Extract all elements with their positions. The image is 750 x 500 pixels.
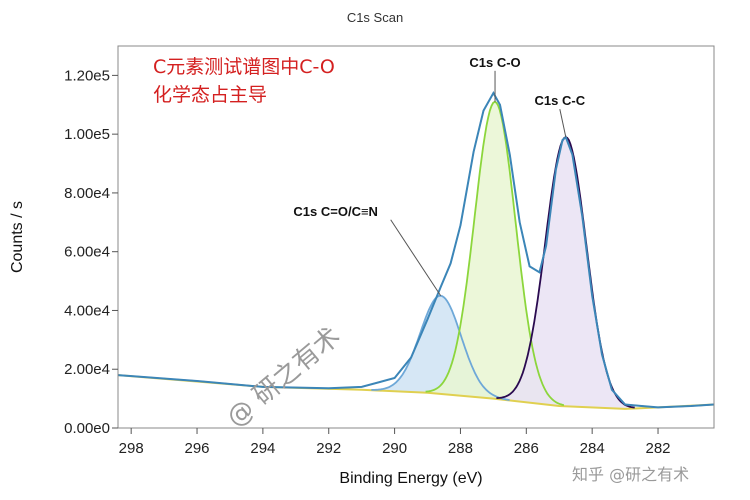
y-tick-label: 0.00e0 <box>64 420 110 437</box>
envelope-line <box>117 90 715 409</box>
series-lines <box>117 90 715 410</box>
y-tick-label: 6.00e4 <box>64 244 110 261</box>
y-tick-label: 4.00e4 <box>64 302 110 319</box>
annotation-line-1: C元素测试谱图中C-O <box>153 56 335 78</box>
peak-fills <box>371 101 635 409</box>
x-tick-label: 282 <box>646 440 671 457</box>
x-tick-label: 292 <box>316 440 341 457</box>
x-axis-title: Binding Energy (eV) <box>339 470 482 487</box>
peak-label: C1s C=O/C≡N <box>293 204 378 219</box>
peak-leader-line <box>559 108 567 138</box>
y-axis-ticks: 0.00e0 2.00e4 4.00e4 6.00e4 8.00e4 1.00e5 1.20… <box>64 67 118 437</box>
x-tick-label: 288 <box>448 440 473 457</box>
watermark-footer: 知乎 @研之有术 <box>572 465 689 484</box>
plot-frame <box>117 45 715 429</box>
annotation-line-2: 化学态占主导 <box>153 84 267 106</box>
x-tick-label: 294 <box>250 440 275 457</box>
x-axis-ticks: 298 296 294 292 290 288 286 284 282 <box>119 428 671 457</box>
peak-label: C1s C-O <box>469 55 520 70</box>
peak-labels: C1s C=O/C≡N C1s C-O C1s C-C <box>293 55 586 297</box>
x-tick-label: 298 <box>119 440 144 457</box>
peak-label: C1s C-C <box>535 93 586 108</box>
x-tick-label: 296 <box>185 440 210 457</box>
x-tick-label: 284 <box>580 440 605 457</box>
y-tick-label: 1.20e5 <box>64 67 110 84</box>
y-tick-label: 1.00e5 <box>64 126 110 143</box>
y-tick-label: 2.00e4 <box>64 361 110 378</box>
y-tick-label: 8.00e4 <box>64 185 110 202</box>
watermark: @ 研之有术 <box>221 322 346 434</box>
chart-title: C1s Scan <box>347 10 403 25</box>
y-axis-title: Counts / s <box>9 201 26 273</box>
x-tick-label: 286 <box>514 440 539 457</box>
x-tick-label: 290 <box>382 440 407 457</box>
peak-leader-line <box>390 219 442 297</box>
